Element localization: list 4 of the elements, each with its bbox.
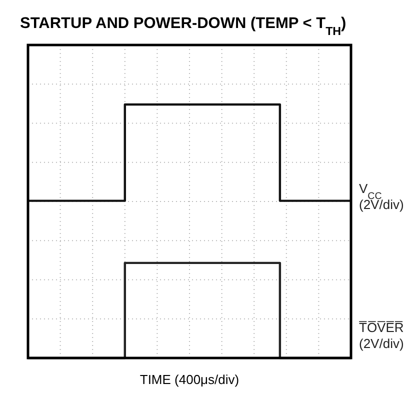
series-label: T̅O̅V̅E̅R̅ (2V/div) [358, 320, 404, 351]
x-axis-title: TIME (400μs/div) [140, 372, 240, 387]
chart-title: STARTUP AND POWER-DOWN (TEMP < T$_{TH}$) [20, 15, 346, 38]
series-label: V$_{CC}$ (2V/div) [359, 180, 404, 212]
